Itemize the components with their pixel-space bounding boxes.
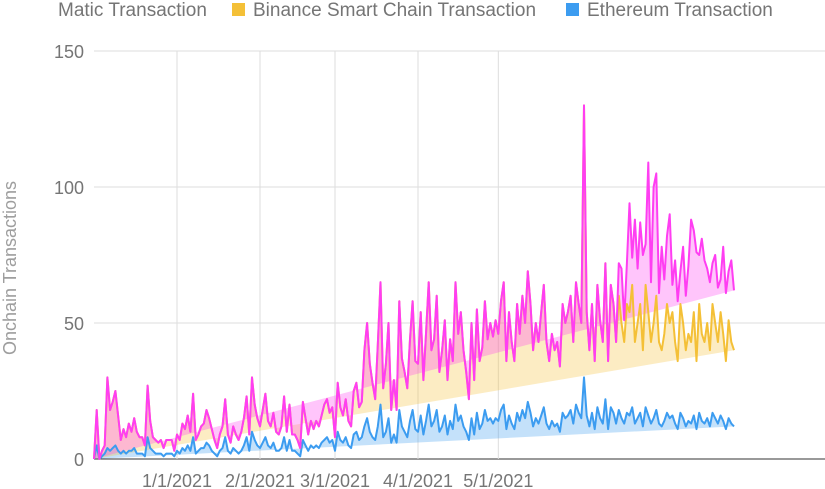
x-gridlines — [176, 51, 499, 459]
x-tick-label: 5/1/2021 — [463, 471, 533, 489]
y-tick-label: 50 — [64, 314, 84, 334]
series-areas — [94, 105, 734, 460]
y-tick-label: 0 — [74, 450, 84, 470]
series-lines — [93, 104, 735, 460]
matic-transaction-legend-label: Matic Transaction — [58, 0, 207, 21]
y-axis-title: Onchain Transactions — [0, 181, 20, 355]
ethereum-transaction-line — [93, 376, 735, 460]
x-tick-label: 3/1/2021 — [300, 471, 370, 489]
binance-smart-chain-transaction-area — [94, 105, 734, 460]
x-tick-label: 1/1/2021 — [142, 471, 212, 489]
gridlines — [94, 50, 825, 460]
x-tick-label: 2/1/2021 — [225, 471, 295, 489]
x-axis-ticks: 1/1/2021 2/1/2021 3/1/2021 4/1/2021 5/1/2021 — [142, 471, 533, 489]
y-axis-ticks: 0 50 100 150 — [54, 42, 84, 470]
y-tick-label: 100 — [54, 178, 84, 198]
legend: Matic Transaction Binance Smart Chain Tra… — [58, 0, 773, 21]
matic-transaction-line — [93, 104, 735, 460]
y-tick-label: 150 — [54, 42, 84, 62]
matic-transaction-area — [94, 105, 734, 460]
ethereum-transaction-legend-label: Ethereum Transaction — [587, 0, 773, 21]
binance-smart-chain-transaction-legend-swatch — [232, 3, 245, 16]
binance-smart-chain-transaction-legend-label: Binance Smart Chain Transaction — [253, 0, 536, 21]
x-tick-label: 4/1/2021 — [383, 471, 453, 489]
ethereum-transaction-legend-swatch — [566, 3, 579, 16]
